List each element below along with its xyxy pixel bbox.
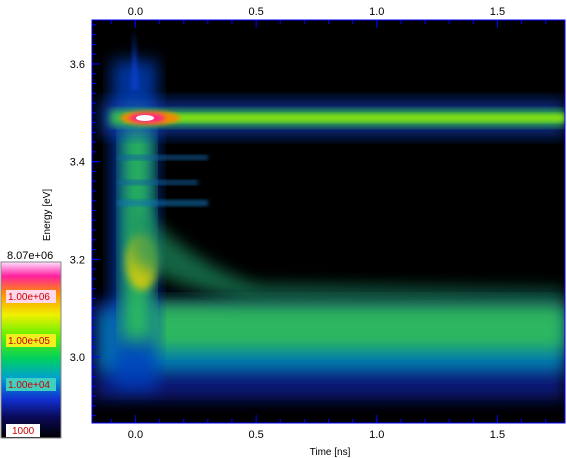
x-tick-label: 0.0	[128, 429, 143, 441]
y-tick-label: 3.0	[70, 352, 85, 364]
x-tick-label-top: 1.0	[369, 6, 384, 18]
colorbar-min-label: 1000	[12, 426, 35, 437]
x-tick-label: 1.5	[490, 429, 505, 441]
colorbar-label-bg-3	[6, 378, 56, 391]
heatmap-ripple-1	[118, 155, 208, 160]
colorbar-tick-label: 1.00e+04	[8, 380, 50, 391]
colorbar-max-label: 8.07e+06	[7, 250, 53, 262]
heatmap-spike	[131, 30, 139, 90]
colorbar-tick-label: 1.00e+06	[8, 292, 50, 303]
x-axis-bottom: 0.0 0.5 1.0 1.5	[110, 415, 547, 441]
heatmap-image	[92, 30, 565, 400]
x-tick-label-top: 1.5	[490, 6, 505, 18]
heatmap-line-upper-inner	[125, 114, 565, 122]
x-tick-label: 1.0	[369, 429, 384, 441]
colorbar-label-bg-2	[6, 334, 56, 347]
colorbar-label-bg-min	[6, 424, 40, 437]
x-axis-title: Time [ns]	[310, 447, 351, 458]
y-tick-label: 3.6	[70, 59, 85, 71]
x-tick-label-top: 0.5	[248, 6, 263, 18]
x-tick-label: 0.5	[248, 429, 263, 441]
y-tick-label: 3.4	[70, 157, 85, 169]
heatmap-peak-white	[136, 115, 154, 121]
heatmap-ripple-3	[118, 200, 208, 206]
colorbar: 8.07e+06 1.00e+06 1.00e+05 1.00e+04 1000	[0, 250, 62, 439]
colorbar-label-bg-1	[6, 290, 56, 303]
x-axis-top: 0.0 0.5 1.0 1.5	[110, 6, 547, 28]
y-axis-left: 3.0 3.2 3.4 3.6	[70, 24, 100, 417]
heatmap-tail	[130, 200, 565, 300]
heatmap-band-low-inner	[120, 302, 565, 350]
y-tick-label: 3.2	[70, 254, 85, 266]
colorbar-gradient	[0, 261, 62, 439]
x-tick-label-top: 0.0	[128, 6, 143, 18]
colorbar-tick-label: 1.00e+05	[8, 336, 50, 347]
heatmap-ripple-2	[118, 180, 198, 185]
y-axis-title: Energy [eV]	[42, 189, 53, 241]
